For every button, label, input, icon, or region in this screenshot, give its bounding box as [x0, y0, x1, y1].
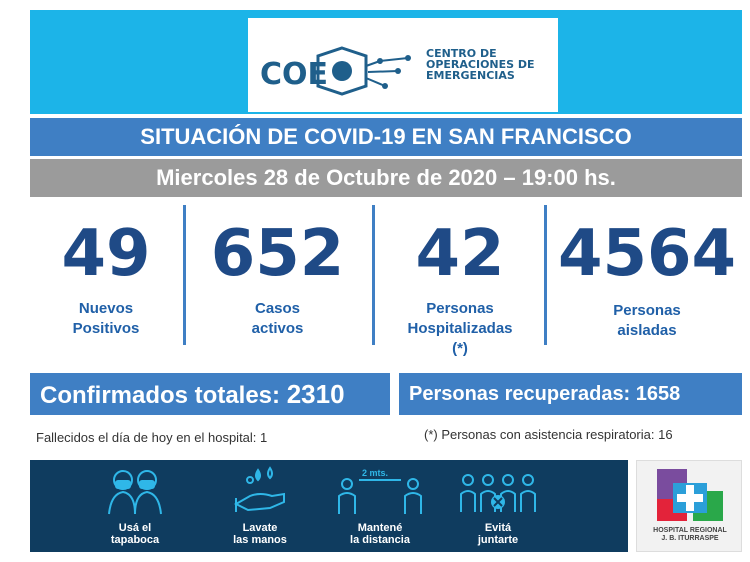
- label-line: Casos: [254, 300, 301, 317]
- hospital-line: J. B. ITURRASPE: [661, 535, 719, 542]
- stat-value-hospitalized: 42: [415, 217, 505, 291]
- logo-line: OPERACIONES DE: [426, 58, 535, 71]
- label-line: aisladas: [617, 322, 677, 339]
- report-title: SITUACIÓN DE COVID-19 EN SAN FRANCISCO: [30, 118, 742, 156]
- tip-handwash: Lavate las manos: [210, 522, 310, 546]
- label-line: activos: [251, 320, 304, 337]
- label-line: Positivos: [72, 320, 140, 337]
- stat-label-hospitalized: Personas Hospitalizadas (*): [380, 299, 540, 359]
- divider: [372, 205, 375, 345]
- report-date: Miercoles 28 de Octubre de 2020 – 19:00 …: [30, 159, 742, 197]
- label-line: Personas: [426, 300, 494, 317]
- hospital-line: HOSPITAL REGIONAL: [653, 527, 727, 534]
- coe-logo: COE CENTRO DE OPERACIONES DE EMERGENCIAS: [248, 18, 558, 112]
- recovered-label: Personas recuperadas:: [409, 383, 631, 405]
- recovered-total-bar: Personas recuperadas: 1658: [399, 373, 742, 415]
- tip-line: tapaboca: [110, 534, 160, 546]
- stat-value-active-cases: 652: [210, 217, 345, 291]
- label-line: (*): [452, 340, 468, 357]
- tip-line: Usá el: [118, 522, 152, 534]
- recovered-value: 1658: [635, 383, 681, 405]
- label-line: Personas: [613, 302, 681, 319]
- coe-emblem-icon: COE: [260, 46, 420, 101]
- stat-label-isolated: Personas aisladas: [552, 301, 742, 341]
- label-line: Nuevos: [78, 300, 134, 317]
- confirmed-label: Confirmados totales:: [40, 382, 281, 409]
- coe-logo-text: CENTRO DE OPERACIONES DE EMERGENCIAS: [426, 48, 535, 81]
- divider: [183, 205, 186, 345]
- stat-value-new-positives: 49: [61, 217, 151, 291]
- distance-badge: 2 mts.: [362, 468, 389, 478]
- deaths-note: Fallecidos el día de hoy en el hospital:…: [36, 430, 268, 445]
- prevention-tips-banner: Usá el tapaboca Lavate las manos 2 mts.: [30, 460, 628, 552]
- tip-line: las manos: [233, 534, 287, 546]
- mask-icon: [105, 466, 165, 521]
- tip-line: Mantené: [357, 522, 403, 534]
- distance-icon: [335, 466, 425, 521]
- hospital-logo: HOSPITAL REGIONAL J. B. ITURRASPE: [636, 460, 742, 552]
- tip-line: juntarte: [477, 534, 519, 546]
- stat-value-isolated: 4564: [557, 217, 737, 291]
- tip-line: Evitá: [484, 522, 512, 534]
- tip-mask: Usá el tapaboca: [85, 522, 185, 546]
- hospital-name: HOSPITAL REGIONAL J. B. ITURRASPE: [637, 527, 743, 543]
- hand-wash-icon: [230, 466, 290, 521]
- tip-avoid-groups: Evitá juntarte: [448, 522, 548, 546]
- label-line: Hospitalizadas: [407, 320, 513, 337]
- respiratory-note: (*) Personas con asistencia respiratoria…: [424, 427, 673, 442]
- stat-label-active-cases: Casos activos: [190, 299, 365, 339]
- logo-line: EMERGENCIAS: [426, 69, 515, 82]
- logo-line: CENTRO DE: [426, 47, 497, 60]
- confirmed-value: 2310: [286, 379, 345, 409]
- group-icon: [458, 466, 538, 521]
- stat-label-new-positives: Nuevos Positivos: [36, 299, 176, 339]
- hospital-cross-icon: [657, 469, 723, 530]
- tip-line: Lavate: [242, 522, 278, 534]
- tip-line: la distancia: [350, 534, 410, 546]
- tip-distance: Mantené la distancia: [330, 522, 430, 546]
- confirmed-total-bar: Confirmados totales: 2310: [30, 373, 390, 415]
- divider: [544, 205, 547, 345]
